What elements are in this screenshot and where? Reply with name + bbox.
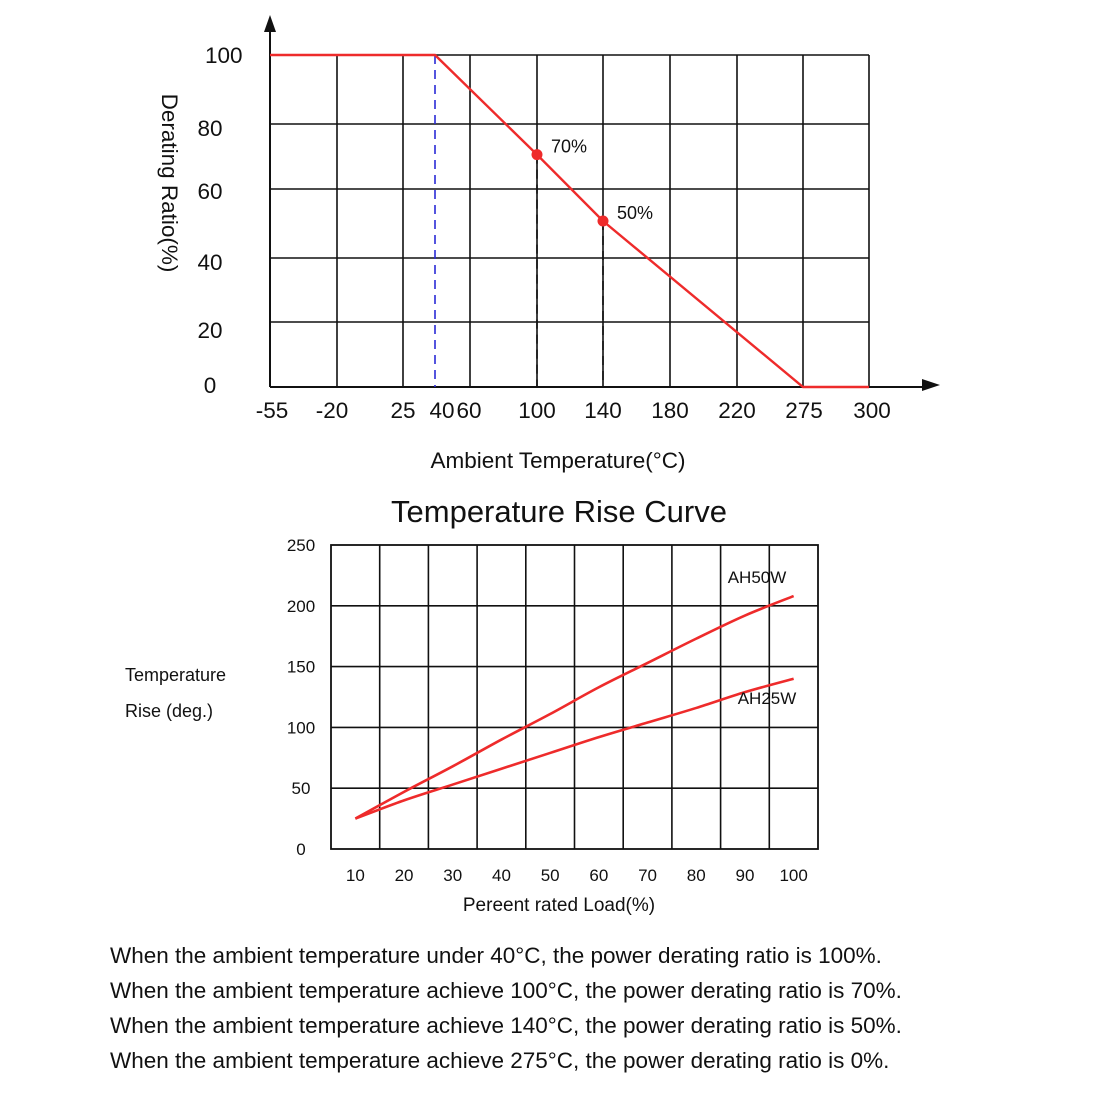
rise-y-axis-label-line: Temperature [125,665,226,685]
rise-curve-ah50w [354,594,795,820]
derating-x-tick-label: 275 [785,398,823,423]
derating-x-tick-label: 300 [853,398,891,423]
derating-x-tick-label: -20 [316,398,349,423]
derating-x-tick-label: 40 [429,398,454,423]
derating-x-tick-label: 25 [390,398,415,423]
derating-point-70pct [531,149,543,161]
derating-point-label: 70% [551,137,587,157]
rise-y-tick-label: 250 [287,536,315,555]
derating-x-tick-label: -55 [256,398,289,423]
derating-y-tick-label: 0 [204,373,217,398]
rise-x-tick-label: 50 [541,866,560,885]
rise-x-tick-label: 70 [638,866,657,885]
derating-y-tick-label: 100 [205,43,243,68]
rise-x-tick-label: 60 [589,866,608,885]
rise-x-tick-label: 80 [687,866,706,885]
derating-x-tick-label: 100 [518,398,556,423]
derating-point-50pct [597,215,609,227]
note-line-1: When the ambient temperature under 40°C,… [110,943,882,968]
derating-y-axis-arrow [264,15,276,32]
rise-y-tick-label: 0 [296,840,305,859]
rise-y-tick-label: 100 [287,718,315,737]
derating-x-tick-label: 180 [651,398,689,423]
derating-point-label: 50% [617,203,653,223]
rise-x-tick-label: 10 [346,866,365,885]
derating-x-axis-label: Ambient Temperature(°C) [431,448,686,473]
derating-y-tick-label: 60 [197,179,222,204]
derating-y-axis-label: Derating Ratio(%) [157,94,182,273]
derating-x-axis-arrow [922,379,940,391]
rise-x-tick-label: 100 [779,866,807,885]
rise-x-tick-label: 40 [492,866,511,885]
derating-x-tick-label: 140 [584,398,622,423]
rise-x-tick-label: 90 [735,866,754,885]
rise-y-tick-label: 200 [287,597,315,616]
derating-x-tick-label: 220 [718,398,756,423]
rise-x-tick-label: 20 [395,866,414,885]
derating-x-tick-label: 60 [456,398,481,423]
derating-curve [270,53,869,389]
rise-y-tick-label: 150 [287,658,315,677]
rise-y-axis-label-line: Rise (deg.) [125,701,213,721]
derating-y-tick-label: 20 [197,318,222,343]
note-line-3: When the ambient temperature achieve 140… [110,1013,902,1038]
rise-chart-title: Temperature Rise Curve [391,494,727,529]
rise-series-label: AH25W [738,689,797,708]
rise-x-axis-label: Pereent rated Load(%) [463,895,655,916]
rise-y-tick-label: 50 [292,779,311,798]
derating-y-tick-label: 80 [197,116,222,141]
note-line-2: When the ambient temperature achieve 100… [110,978,902,1003]
rise-curve-ah25w [354,677,794,820]
notes-block: When the ambient temperature under 40°C,… [110,938,1070,1078]
note-line-4: When the ambient temperature achieve 275… [110,1048,890,1073]
rise-series-label: AH50W [728,568,787,587]
derating-y-tick-label: 40 [197,250,222,275]
rise-x-tick-label: 30 [443,866,462,885]
